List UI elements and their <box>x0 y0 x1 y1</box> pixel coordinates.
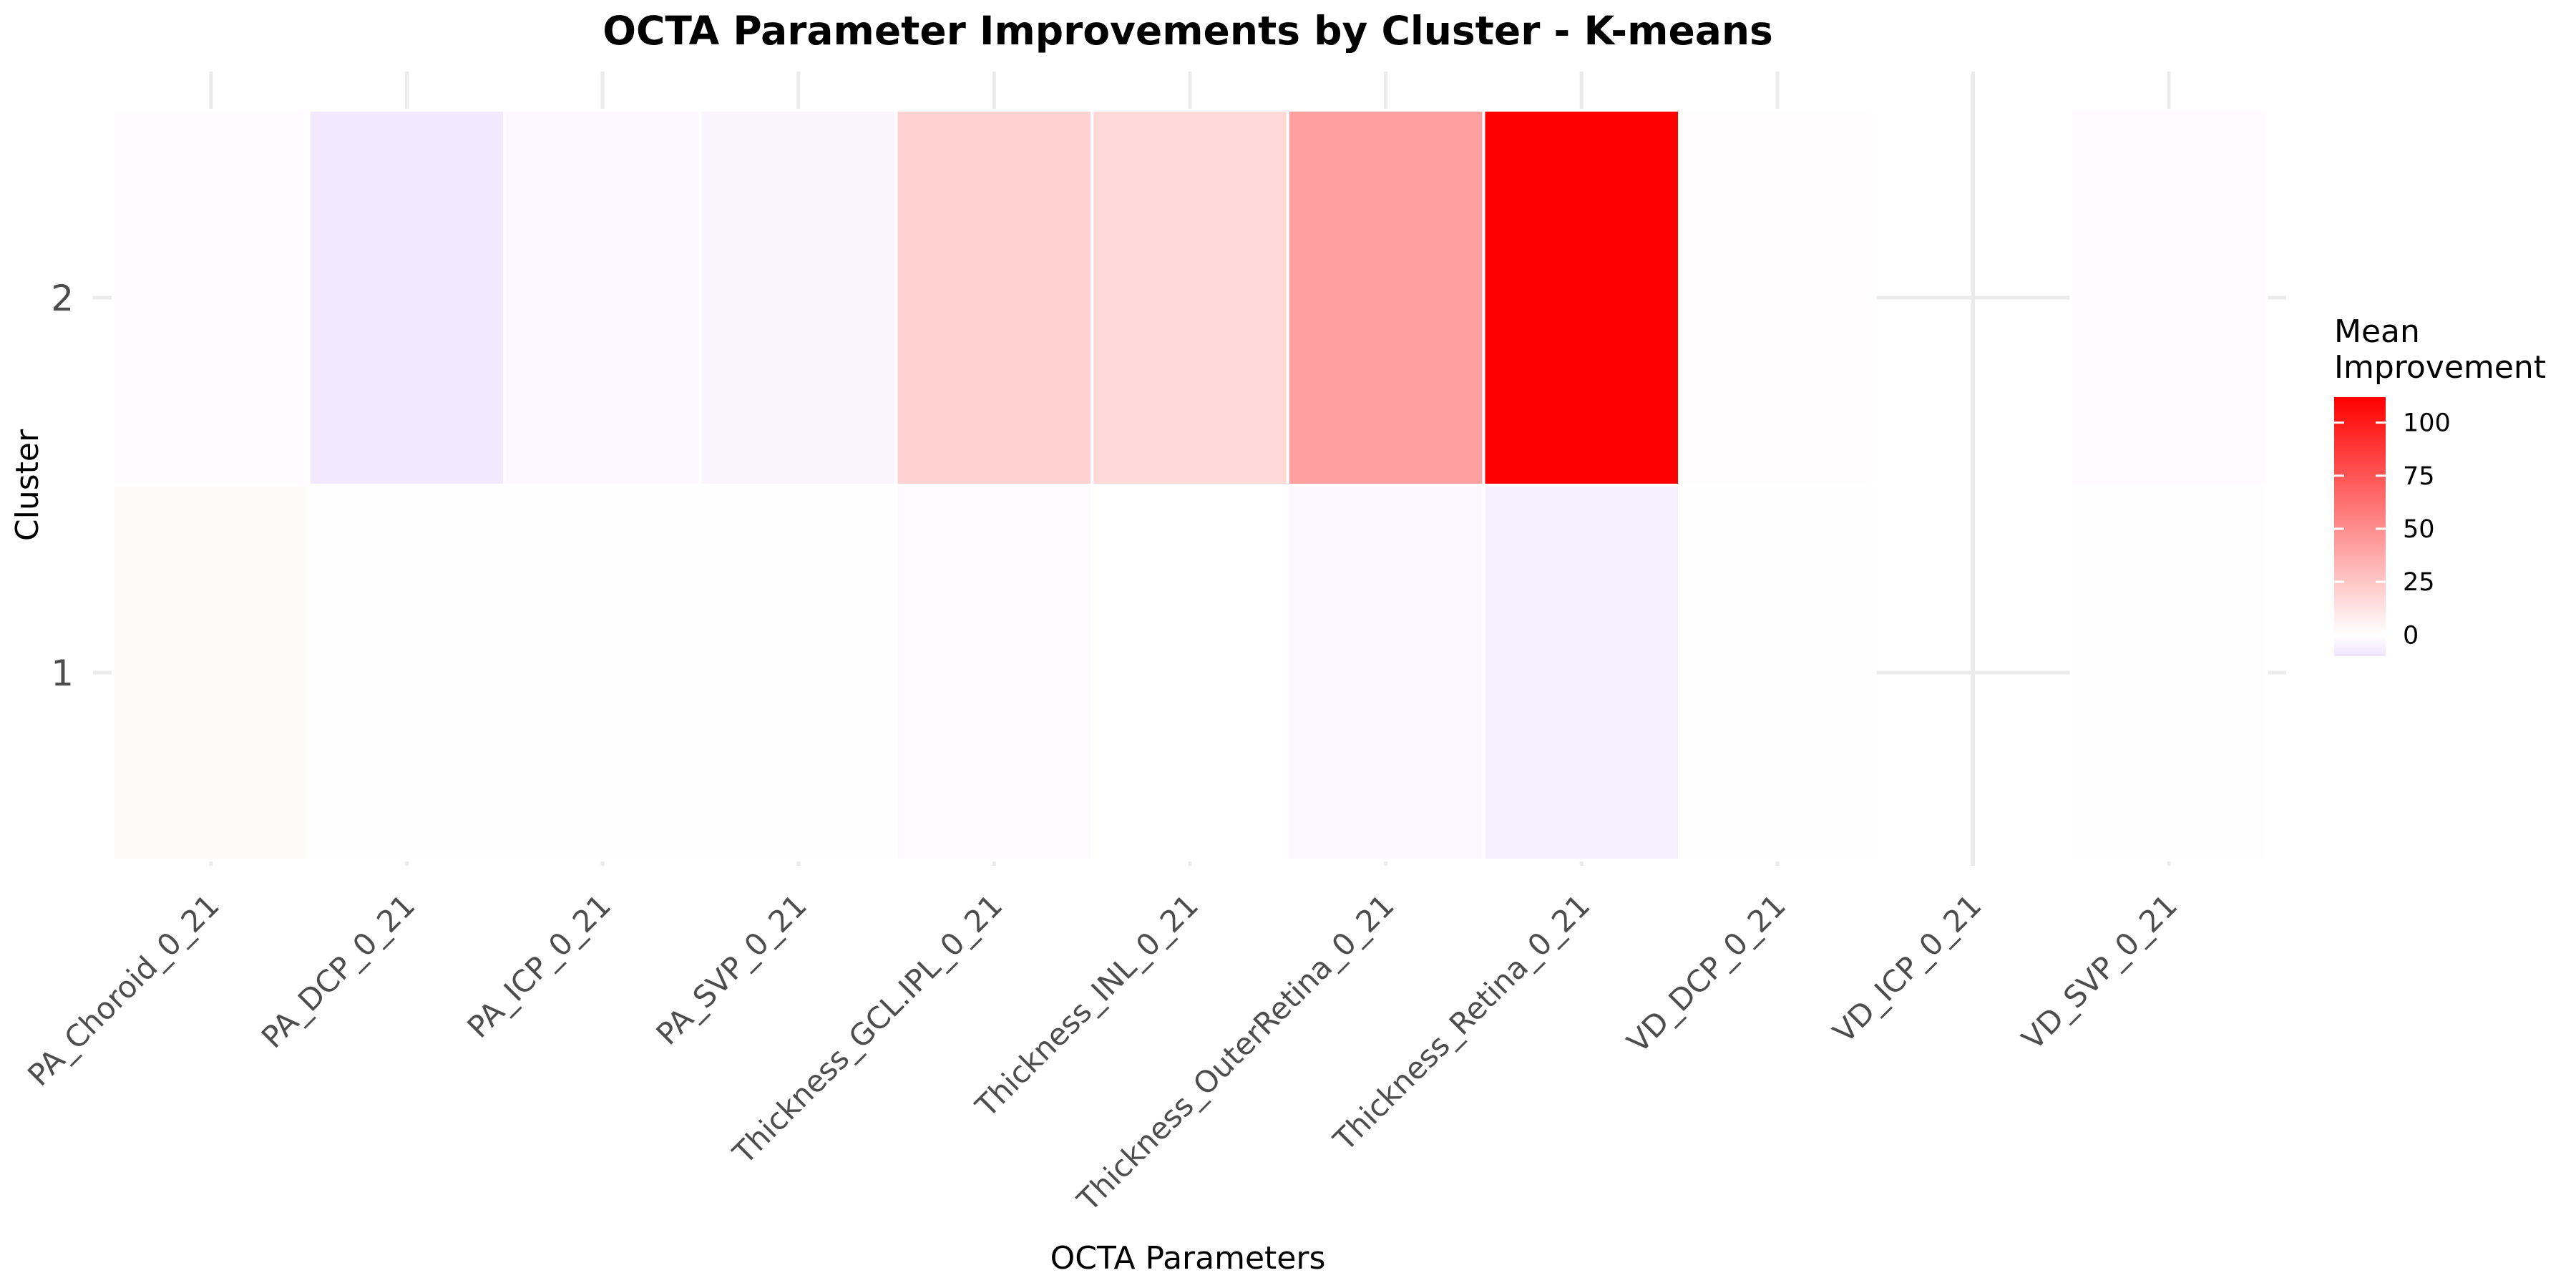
legend-ticks: 0 25 50 75 100 <box>2334 409 2451 650</box>
x-tick-label: PA_Choroid_0_21 <box>21 887 226 1093</box>
heatmap-cell <box>894 109 1094 487</box>
legend-tick-label: 50 <box>2403 515 2435 544</box>
y-tick-label: 2 <box>51 278 74 319</box>
legend-title-line-1: Mean <box>2334 313 2420 350</box>
heatmap-cell <box>503 109 702 487</box>
x-tick-label: PA_DCP_0_21 <box>255 887 422 1055</box>
heatmap-cell <box>1482 484 1682 862</box>
chart-title: OCTA Parameter Improvements by Cluster -… <box>602 8 1773 54</box>
x-tick-label: Thickness_OuterRetina_0_21 <box>1070 887 1401 1218</box>
heatmap-cell <box>1091 109 1289 487</box>
x-axis-title: OCTA Parameters <box>1050 1240 1326 1277</box>
heatmap-cell <box>698 109 898 487</box>
heatmap-cell <box>1091 484 1289 862</box>
legend-tick-label: 0 <box>2403 621 2419 650</box>
x-tick-label: PA_ICP_0_21 <box>461 887 618 1045</box>
heatmap-cell <box>1286 109 1485 487</box>
x-axis-ticks: PA_Choroid_0_21 PA_DCP_0_21 PA_ICP_0_21 PA_… <box>21 887 2184 1218</box>
legend-title-line-2: Improvement <box>2334 349 2546 386</box>
heatmap-cell <box>112 484 311 862</box>
heatmap-cell <box>894 484 1094 862</box>
heatmap-cell <box>2069 484 2268 862</box>
heatmap-cell <box>1286 484 1485 862</box>
legend-color-bar <box>2334 397 2386 656</box>
x-tick-label: VD_SVP_0_21 <box>2015 887 2184 1056</box>
x-tick-label: VD_ICP_0_21 <box>1826 887 1988 1049</box>
color-legend: Mean Improvement 0 25 50 75 100 <box>2334 313 2546 656</box>
heatmap-cell <box>1678 109 1877 487</box>
legend-tick-label: 100 <box>2403 409 2451 438</box>
legend-tick-label: 25 <box>2403 568 2435 597</box>
x-tick-label: Thickness_INL_0_21 <box>968 887 1205 1124</box>
heatmap-cell <box>1482 109 1682 487</box>
heatmap-cell <box>503 484 702 862</box>
x-tick-label: VD_DCP_0_21 <box>1620 887 1792 1060</box>
heatmap-cells <box>112 109 2268 862</box>
legend-tick-label: 75 <box>2403 462 2435 491</box>
heatmap-cell <box>2069 109 2268 487</box>
y-tick-label: 1 <box>51 653 74 694</box>
y-axis-title: Cluster <box>9 429 46 541</box>
heatmap-cell <box>307 109 507 487</box>
heatmap-cell <box>1678 484 1877 862</box>
y-axis-ticks: 12 <box>51 278 74 694</box>
x-tick-label: PA_SVP_0_21 <box>650 887 814 1051</box>
heatmap-cell <box>307 484 507 862</box>
heatmap-cell <box>112 109 311 487</box>
heatmap-cell <box>698 484 898 862</box>
